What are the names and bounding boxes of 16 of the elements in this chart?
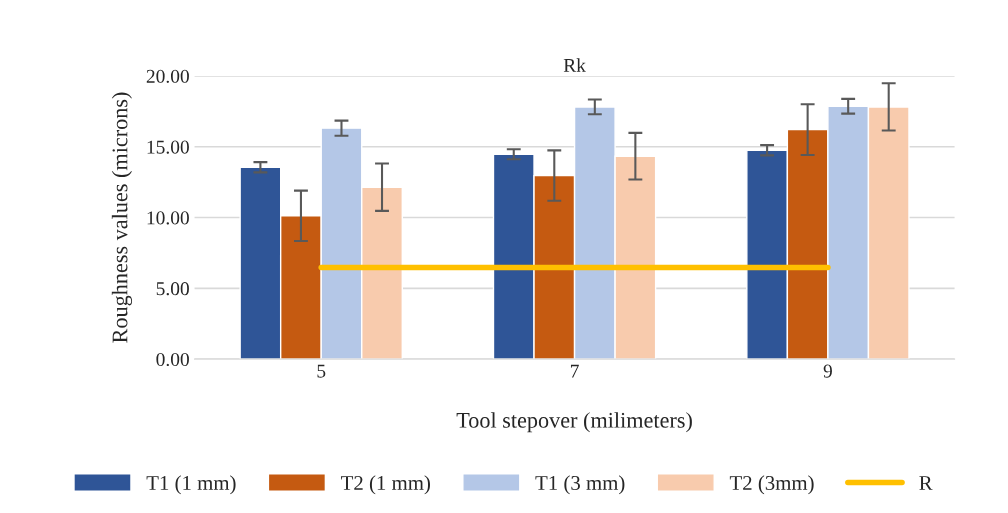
legend-label: T2 (1 mm) [341, 475, 430, 495]
y-tick-label: 20.00 [146, 69, 189, 83]
chart-title: Rk [563, 58, 586, 72]
y-tick-label: 10.00 [147, 211, 189, 225]
y-tick-label: 0.00 [156, 352, 189, 367]
y-tick-label: 5.00 [156, 282, 189, 296]
legend-label: T2 (3mm) [729, 475, 814, 495]
legend-label: T1 (3 mm) [535, 475, 625, 495]
x-axis-title: Tool stepover (milimeters) [456, 412, 692, 433]
y-axis-title: Roughness values (microns) [111, 92, 133, 343]
legend-label: T1 (1 mm) [146, 475, 236, 495]
legend-label: R [919, 476, 933, 490]
x-tick-label: 7 [570, 364, 579, 378]
y-tick-label: 15.00 [147, 140, 189, 154]
x-tick-label: 9 [823, 364, 832, 378]
x-tick-label: 5 [317, 364, 326, 378]
